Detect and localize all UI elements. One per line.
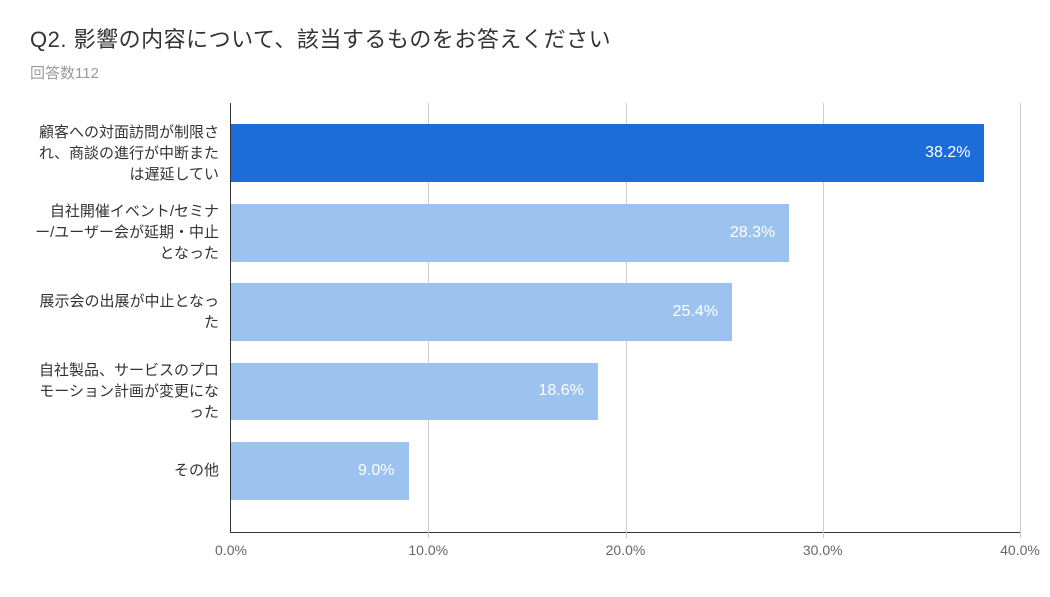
chart-title: Q2. 影響の内容について、該当するものをお答えください: [30, 22, 1020, 54]
chart-subtitle: 回答数112: [30, 62, 1020, 83]
bar-row: その他9.0%: [231, 442, 1020, 500]
chart-area: 0.0%10.0%20.0%30.0%40.0%顧客への対面訪問が制限され、商談…: [30, 103, 1020, 563]
bar-category-label: 顧客への対面訪問が制限され、商談の進行が中断または遅延してい: [31, 124, 231, 182]
bar: 18.6%: [231, 363, 598, 421]
x-axis-tick: 30.0%: [803, 542, 843, 558]
bar-category-label: 自社製品、サービスのプロモーション計画が変更になった: [31, 363, 231, 421]
x-axis-tick: 10.0%: [408, 542, 448, 558]
gridline: [1020, 103, 1021, 538]
x-axis-tick: 40.0%: [1000, 542, 1040, 558]
bar: 28.3%: [231, 204, 789, 262]
bar-row: 自社開催イベント/セミナー/ユーザー会が延期・中止となった28.3%: [231, 204, 1020, 262]
bar: 9.0%: [231, 442, 409, 500]
bar: 38.2%: [231, 124, 984, 182]
bar-category-label: その他: [31, 442, 231, 500]
bar-row: 自社製品、サービスのプロモーション計画が変更になった18.6%: [231, 363, 1020, 421]
bar-category-label: 展示会の出展が中止となった: [31, 283, 231, 341]
bar-row: 顧客への対面訪問が制限され、商談の進行が中断または遅延してい38.2%: [231, 124, 1020, 182]
x-axis-tick: 20.0%: [606, 542, 646, 558]
bar: 25.4%: [231, 283, 732, 341]
x-axis-tick: 0.0%: [215, 542, 247, 558]
bar-category-label: 自社開催イベント/セミナー/ユーザー会が延期・中止となった: [31, 204, 231, 262]
chart-plot: 0.0%10.0%20.0%30.0%40.0%顧客への対面訪問が制限され、商談…: [230, 103, 1020, 533]
bar-row: 展示会の出展が中止となった25.4%: [231, 283, 1020, 341]
